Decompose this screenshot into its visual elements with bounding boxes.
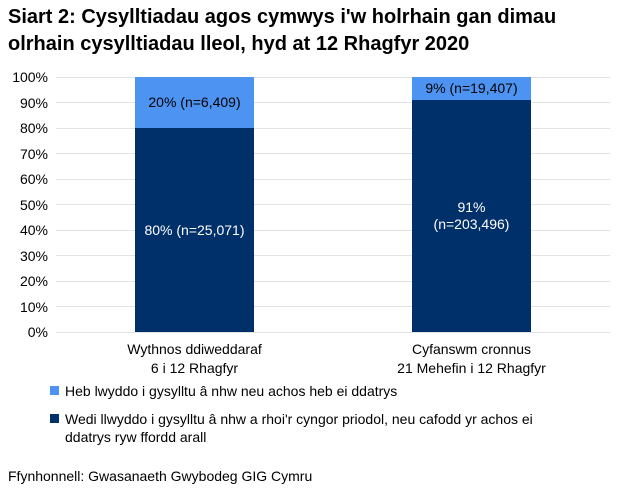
gridline bbox=[56, 229, 610, 231]
bar-segment: 20% (n=6,409) bbox=[135, 77, 254, 128]
legend: Heb lwyddo i gysylltu â nhw neu achos he… bbox=[50, 382, 555, 456]
y-tick-label: 10% bbox=[19, 298, 48, 315]
chart-title: Siart 2: Cysylltiadau agos cymwys i'w ho… bbox=[8, 6, 557, 55]
gridline bbox=[56, 76, 610, 78]
x-category-label: Cyfanswm cronnus 21 Mehefin i 12 Rhagfyr bbox=[397, 341, 546, 376]
legend-marker-icon bbox=[50, 386, 59, 395]
legend-label: Wedi llwyddo i gysylltu â nhw a rhoi'r c… bbox=[65, 411, 533, 445]
stacked-bar: 91% (n=203,496) 9% (n=19,407) bbox=[412, 77, 531, 332]
bar-segment: 91% (n=203,496) bbox=[412, 99, 531, 332]
gridline bbox=[56, 102, 610, 103]
x-category-label: Wythnos ddiweddaraf 6 i 12 Rhagfyr bbox=[127, 341, 262, 376]
x-axis-labels: Wythnos ddiweddaraf 6 i 12 Rhagfyr Cyfans… bbox=[56, 340, 610, 378]
gridline bbox=[56, 127, 610, 129]
y-tick-label: 40% bbox=[19, 222, 48, 238]
y-tick-label: 90% bbox=[19, 94, 48, 111]
legend-item: Wedi llwyddo i gysylltu â nhw a rhoi'r c… bbox=[50, 410, 555, 446]
legend-label: Heb lwyddo i gysylltu â nhw neu achos he… bbox=[65, 383, 398, 399]
gridline bbox=[56, 255, 610, 256]
gridline bbox=[56, 331, 610, 333]
y-tick-label: 20% bbox=[19, 273, 48, 289]
stacked-bar: 80% (n=25,071) 20% (n=6,409) bbox=[135, 77, 254, 332]
gridline bbox=[56, 306, 610, 307]
legend-item: Heb lwyddo i gysylltu â nhw neu achos he… bbox=[50, 382, 555, 400]
y-tick-label: 0% bbox=[27, 324, 48, 340]
y-tick-label: 100% bbox=[12, 69, 48, 85]
y-tick-label: 60% bbox=[19, 171, 48, 187]
y-tick-label: 30% bbox=[19, 247, 48, 264]
bar-segment: 80% (n=25,071) bbox=[135, 128, 254, 332]
bar-segment: 9% (n=19,407) bbox=[412, 77, 531, 100]
gridline bbox=[56, 280, 610, 282]
y-tick-label: 50% bbox=[19, 196, 48, 213]
y-tick-label: 70% bbox=[19, 145, 48, 162]
plot-area: 100% 90% 80% 70% 60% 50% 40% 30% 20% 10% 0% 80% (n… bbox=[12, 70, 610, 339]
source-note: Ffynhonnell: Gwasanaeth Gwybodeg GIG Cym… bbox=[8, 468, 313, 484]
legend-marker-icon bbox=[50, 414, 59, 423]
gridline bbox=[56, 178, 610, 180]
gridline bbox=[56, 153, 610, 154]
gridline bbox=[56, 204, 610, 205]
y-tick-label: 80% bbox=[19, 120, 48, 136]
